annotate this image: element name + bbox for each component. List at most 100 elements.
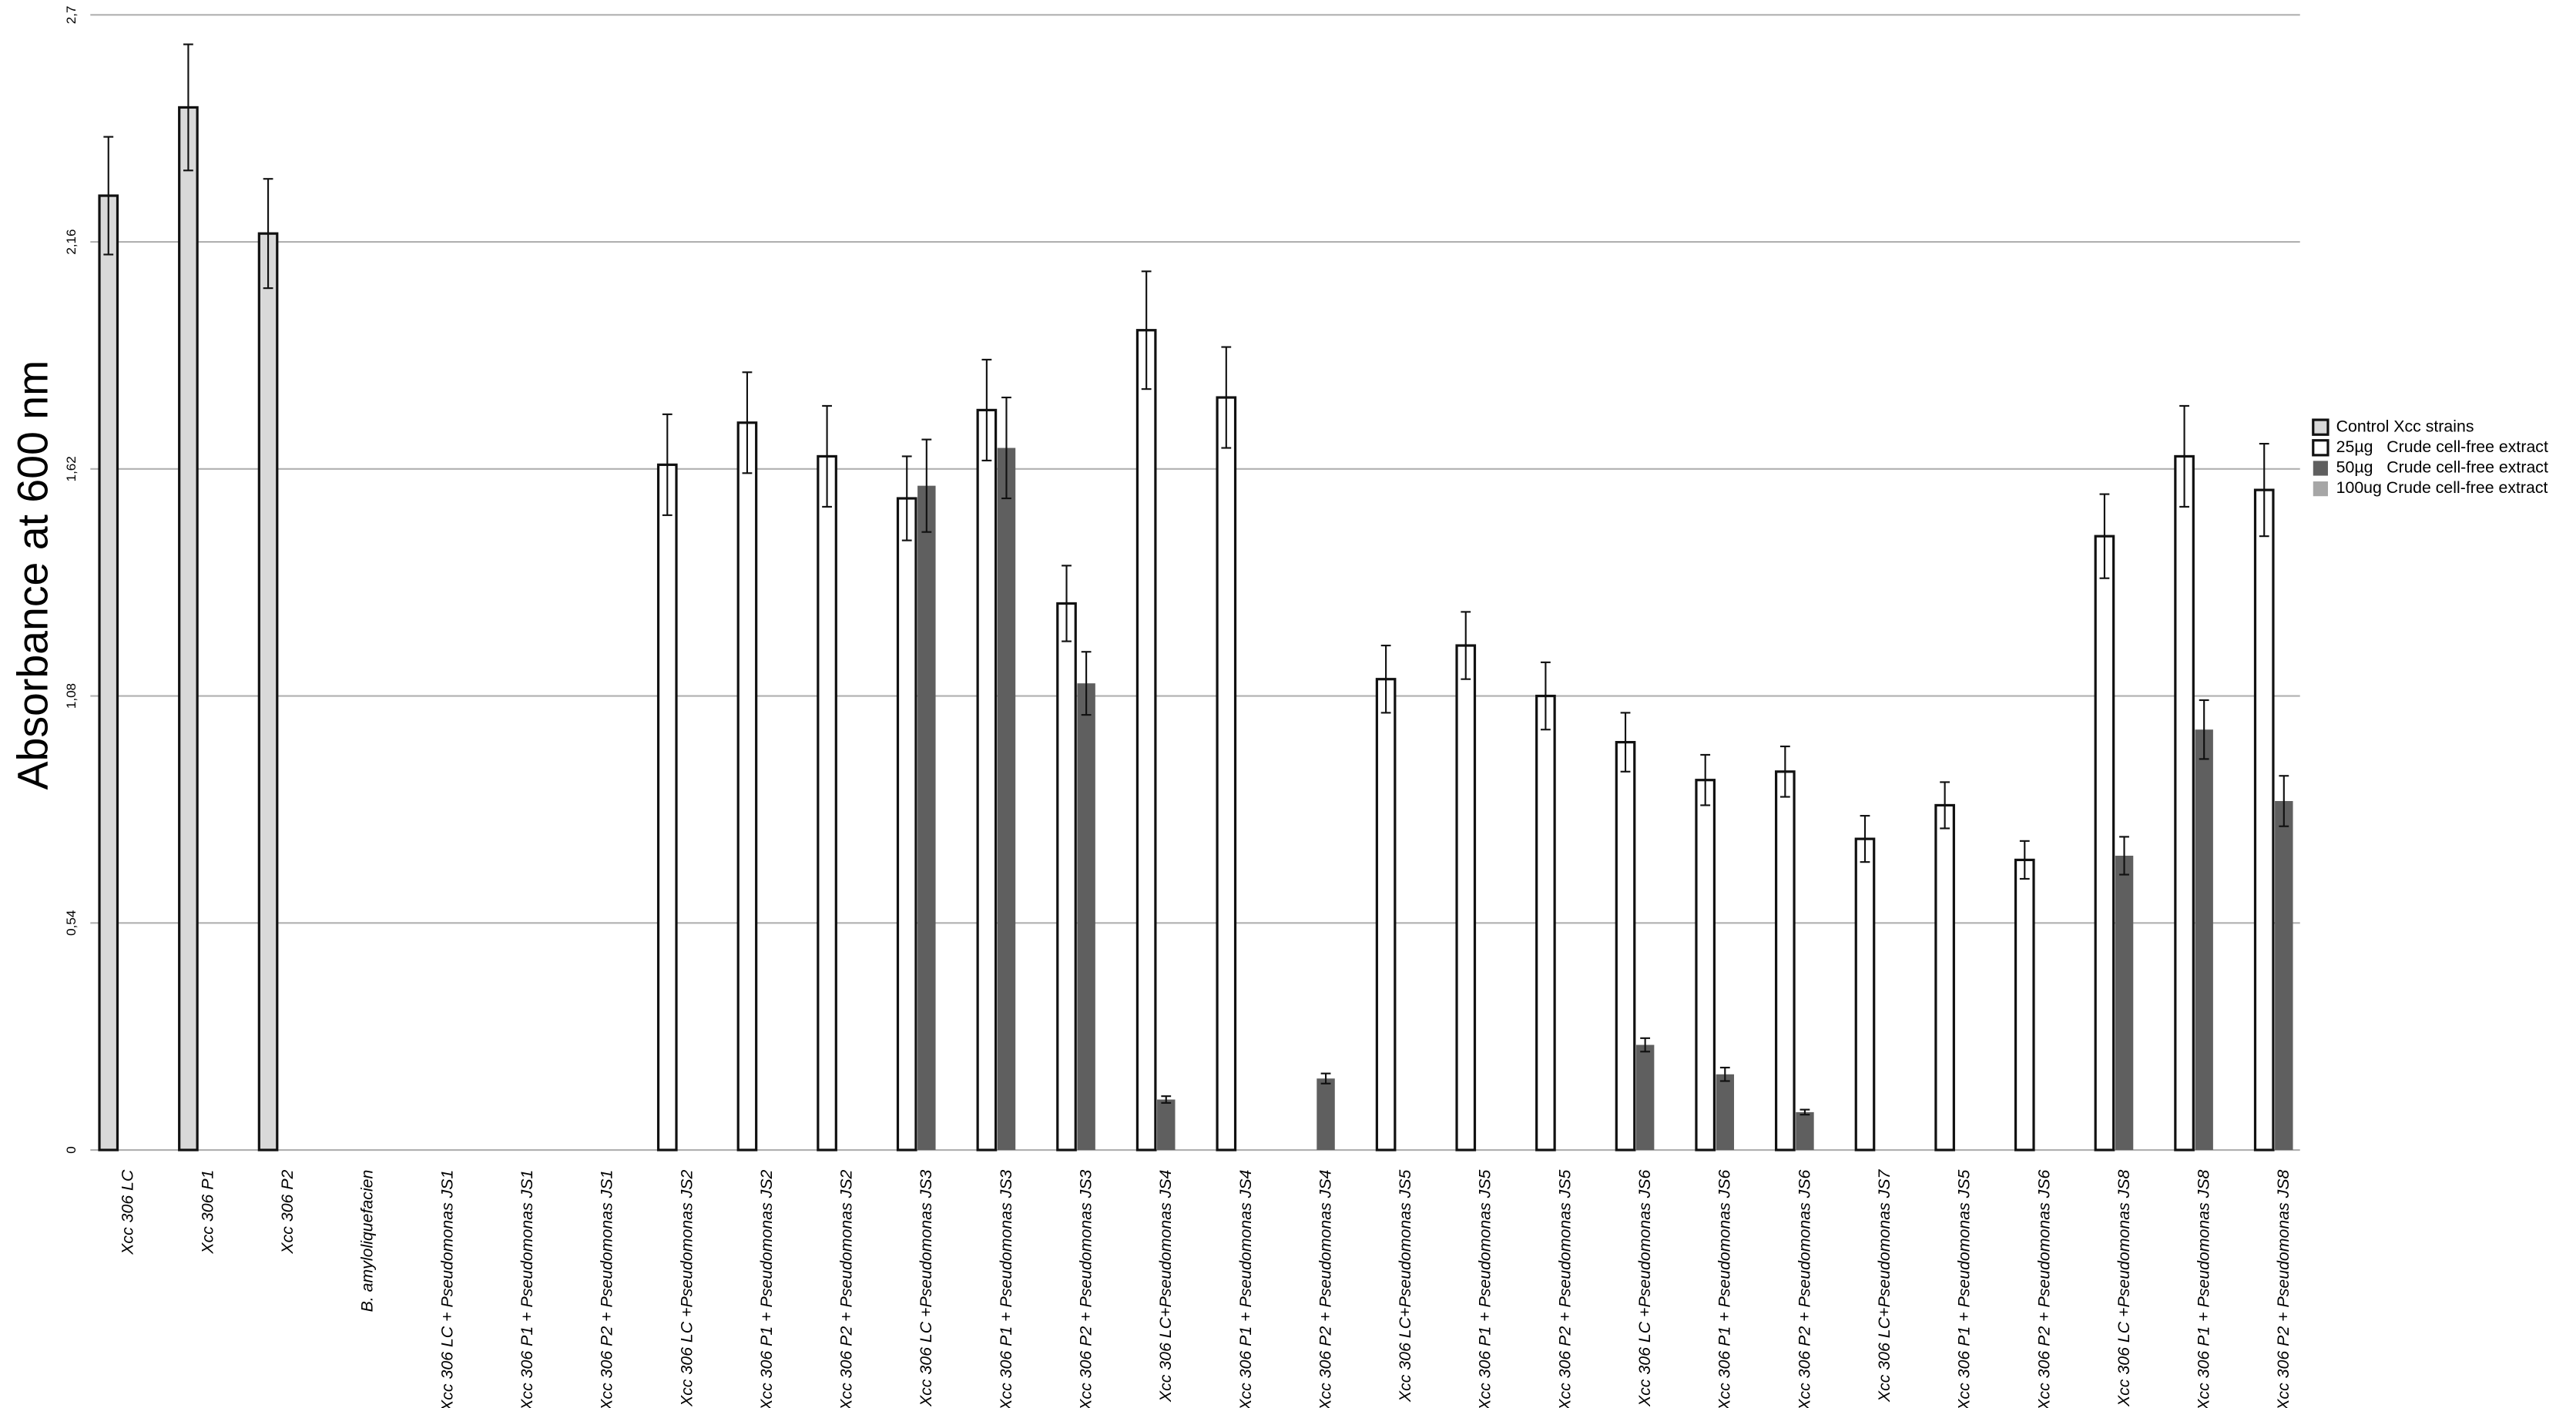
x-tick-label: Xcc 306 P1 + Pseudomonas JS5 xyxy=(1955,1169,1974,1408)
x-tick-label: Xcc 306 P1 + Pseudomonas JS1 xyxy=(518,1170,536,1408)
error-bar xyxy=(2119,836,2129,876)
bar xyxy=(736,421,758,1152)
y-tick-label: 0 xyxy=(64,1146,79,1153)
bar xyxy=(1716,1074,1735,1151)
bar xyxy=(1695,779,1716,1152)
bar xyxy=(1635,1044,1655,1151)
error-bar xyxy=(2259,443,2269,538)
error-bar xyxy=(263,178,273,290)
bar xyxy=(2174,454,2195,1152)
error-bar xyxy=(2199,699,2209,760)
x-tick-label: Xcc 306 LC +Pseudomonas JS3 xyxy=(917,1169,935,1407)
y-tick-label: 0,54 xyxy=(64,910,79,936)
error-bar xyxy=(981,358,992,461)
y-tick-label: 1,08 xyxy=(64,683,79,709)
x-tick-label: Xcc 306 LC+Pseudomonas JS5 xyxy=(1396,1169,1414,1403)
legend-label: 50µg Crude cell-free extract xyxy=(2336,458,2548,477)
x-tick-label: Xcc 306 P1 + Pseudomonas JS3 xyxy=(997,1169,1015,1408)
bar xyxy=(178,106,199,1152)
legend-swatch xyxy=(2312,418,2329,436)
bar xyxy=(1775,770,1796,1152)
bar xyxy=(1796,1111,1814,1151)
x-tick-label: Xcc 306 P2 + Pseudomonas JS2 xyxy=(837,1169,856,1408)
x-tick-label: Xcc 306 P1 + Pseudomonas JS4 xyxy=(1236,1169,1255,1408)
error-bar xyxy=(742,371,753,474)
legend-swatch xyxy=(2313,461,2328,476)
x-tick-label: Xcc 306 P2 + Pseudomonas JS3 xyxy=(1077,1169,1095,1408)
error-bar xyxy=(1001,396,1011,500)
error-bar xyxy=(1620,712,1631,773)
x-tick-label: Xcc 306 P2 + Pseudomonas JS5 xyxy=(1555,1169,1574,1408)
x-tick-label: Xcc 306 LC +Pseudomonas JS2 xyxy=(677,1169,696,1407)
bar xyxy=(2275,801,2293,1151)
error-bar xyxy=(2179,404,2189,508)
x-tick-label: Xcc 306 P2 xyxy=(278,1169,297,1254)
bar xyxy=(1056,602,1077,1152)
bar xyxy=(98,194,119,1152)
bar xyxy=(917,485,936,1151)
x-tick-label: Xcc 306 P1 + Pseudomonas JS6 xyxy=(1716,1169,1734,1408)
error-bar xyxy=(103,136,114,256)
error-bar xyxy=(1541,661,1551,731)
error-bar xyxy=(1062,565,1072,642)
error-bar xyxy=(2019,840,2030,880)
error-bar xyxy=(1940,781,1950,830)
x-tick-label: Xcc 306 LC+Pseudomonas JS4 xyxy=(1156,1169,1175,1403)
bar xyxy=(1535,694,1556,1152)
error-bar xyxy=(1461,611,1471,680)
x-tick-label: Xcc 306 P2 + Pseudomonas JS6 xyxy=(2034,1169,2053,1408)
legend-label: Control Xcc strains xyxy=(2336,417,2474,435)
error-bar xyxy=(1640,1037,1651,1053)
x-tick-label: Xcc 306 LC + Pseudomonas JS1 xyxy=(438,1170,456,1408)
legend-label: 25µg Crude cell-free extract xyxy=(2336,437,2548,456)
error-bar xyxy=(822,404,832,508)
x-tick-label: Xcc 306 P2 + Pseudomonas JS1 xyxy=(598,1170,616,1408)
error-bar xyxy=(1221,346,1232,449)
error-bar xyxy=(1141,270,1152,391)
legend-label: 100ug Crude cell-free extract xyxy=(2336,478,2548,497)
bar xyxy=(997,448,1016,1151)
bar xyxy=(1854,837,1876,1152)
error-bar xyxy=(1161,1095,1172,1104)
bar xyxy=(2014,858,2035,1152)
error-bar xyxy=(183,43,193,172)
error-bar xyxy=(1779,745,1790,798)
bar xyxy=(1375,678,1397,1152)
bar xyxy=(976,408,998,1152)
bar xyxy=(2253,488,2275,1152)
bar xyxy=(2115,855,2134,1151)
error-bar xyxy=(1320,1072,1331,1084)
x-tick-label: Xcc 306 P2 + Pseudomonas JS6 xyxy=(1795,1169,1813,1408)
bar xyxy=(896,497,917,1152)
x-tick-label: Xcc 306 P1 xyxy=(198,1170,216,1255)
x-tick-label: Xcc 306 P1 + Pseudomonas JS8 xyxy=(2195,1169,2213,1408)
error-bar xyxy=(901,455,912,541)
bar xyxy=(1077,683,1095,1151)
error-bar xyxy=(1081,651,1092,716)
y-tick-label: 1,62 xyxy=(64,456,79,481)
legend-swatch xyxy=(2312,439,2329,457)
bar xyxy=(1455,644,1477,1152)
error-bar xyxy=(1800,1108,1810,1116)
bar xyxy=(2094,535,2115,1152)
y-tick-label: 2,16 xyxy=(64,229,79,254)
bar xyxy=(1135,329,1157,1152)
error-bar xyxy=(662,413,673,516)
x-tick-label: B. amyloliquefacien xyxy=(358,1170,377,1312)
error-bar xyxy=(2099,493,2110,579)
x-tick-label: Xcc 306 P2 + Pseudomonas JS4 xyxy=(1316,1169,1334,1408)
x-tick-label: Xcc 306 LC +Pseudomonas JS6 xyxy=(1635,1169,1654,1407)
error-bar xyxy=(1700,753,1711,806)
bar xyxy=(1216,396,1237,1152)
bar xyxy=(1615,740,1636,1152)
bar xyxy=(817,454,837,1152)
error-bar xyxy=(1380,644,1391,714)
bar xyxy=(1157,1099,1176,1151)
bar xyxy=(2195,729,2213,1151)
error-bar xyxy=(921,438,932,533)
bar xyxy=(1934,803,1955,1152)
x-tick-label: Xcc 306 P1 + Pseudomonas JS5 xyxy=(1476,1169,1494,1408)
bar xyxy=(1317,1078,1335,1151)
error-bar xyxy=(1719,1066,1730,1082)
